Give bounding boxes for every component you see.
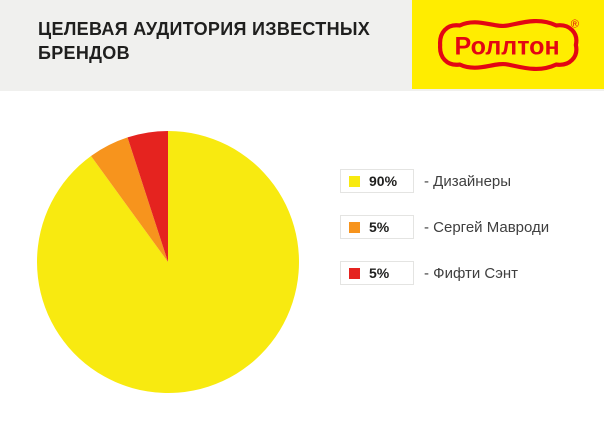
rollton-logo: Роллтон ®: [438, 18, 580, 71]
legend-label: - Фифти Сэнт: [424, 264, 519, 282]
legend: 90% - Дизайнеры 5% - Сергей Мавроди 5% -…: [340, 169, 549, 307]
page-title: ЦЕЛЕВАЯ АУДИТОРИЯ ИЗВЕСТНЫХ БРЕНДОВ: [38, 19, 371, 63]
brand-block: Роллтон ®: [412, 0, 604, 89]
pie-chart-area: [37, 131, 300, 393]
pie-slice-90%: [37, 131, 300, 393]
legend-percent: 5%: [369, 219, 390, 235]
pie-slice-5%: [91, 137, 168, 262]
legend-value-box: 5%: [340, 261, 414, 285]
legend-percent: 5%: [369, 265, 390, 281]
orange-swatch-icon: [349, 221, 360, 233]
pie-chart: [37, 131, 300, 393]
legend-value-box: 90%: [340, 169, 414, 193]
logo-text: Роллтон: [455, 32, 560, 60]
legend-label: - Сергей Мавроди: [424, 218, 550, 236]
legend-percent: 90%: [369, 173, 398, 189]
legend-item-mavrodi: 5% - Сергей Мавроди: [340, 215, 549, 239]
yellow-swatch-icon: [349, 175, 360, 187]
legend-item-fifty-cent: 5% - Фифти Сэнт: [340, 261, 549, 285]
header: ЦЕЛЕВАЯ АУДИТОРИЯ ИЗВЕСТНЫХ БРЕНДОВ Ролл…: [0, 0, 604, 91]
legend-item-designers: 90% - Дизайнеры: [340, 169, 549, 193]
legend-label: - Дизайнеры: [424, 172, 512, 190]
legend-value-box: 5%: [340, 215, 414, 239]
registered-mark: ®: [571, 18, 580, 30]
red-swatch-icon: [349, 267, 360, 279]
logo-wavy-outline: [438, 18, 579, 71]
pie-slice-5%: [127, 131, 168, 262]
